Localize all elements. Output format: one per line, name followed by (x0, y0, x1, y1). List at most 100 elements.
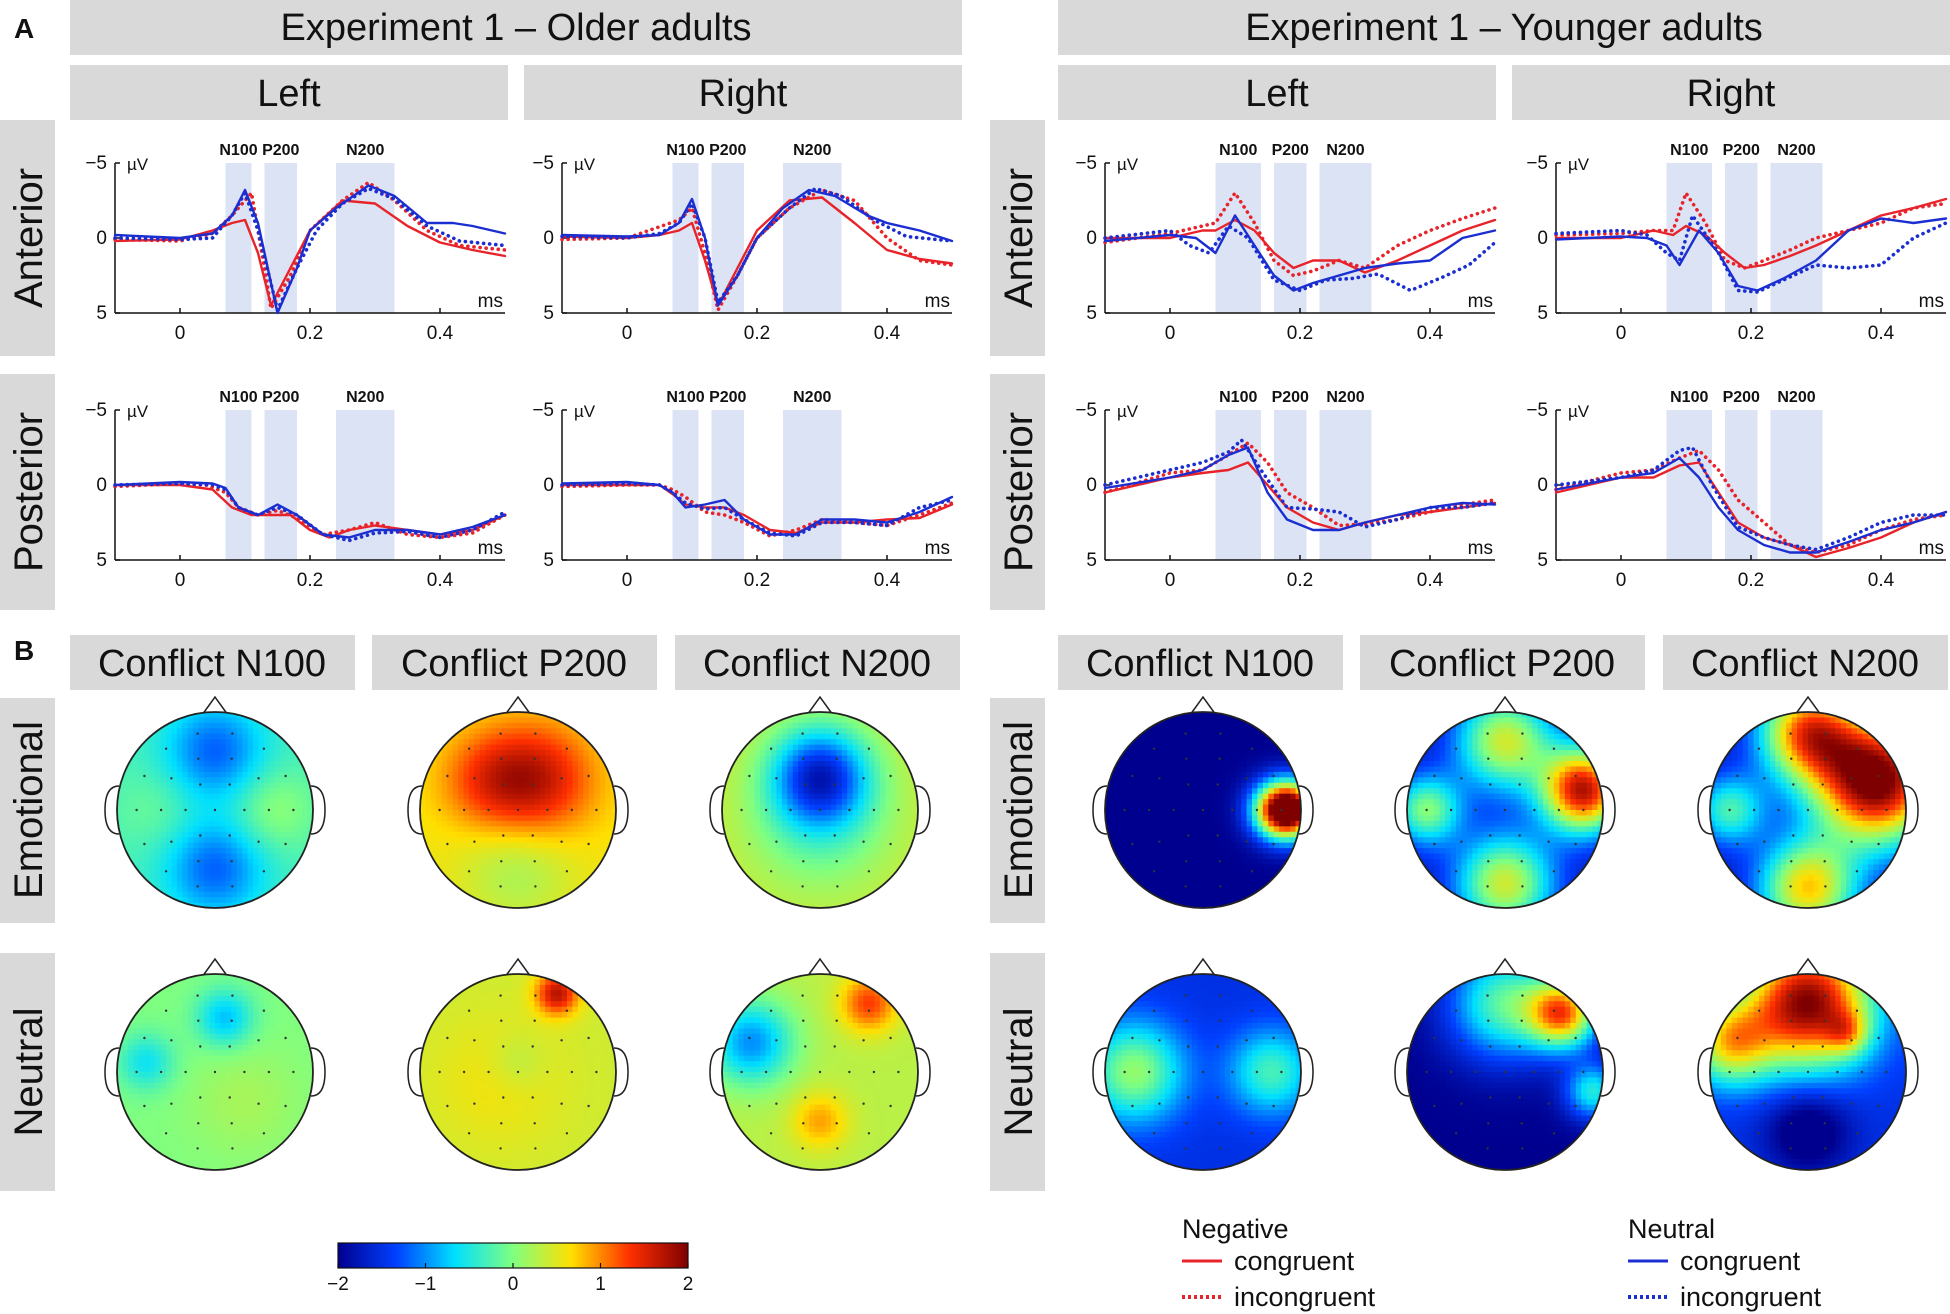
topomap-cell (430, 761, 437, 768)
topomap-cell (127, 1104, 134, 1111)
topomap-cell (198, 886, 205, 893)
topomap-cell (452, 793, 459, 800)
topomap-cell (879, 848, 886, 855)
topomap-cell (765, 902, 772, 908)
topomap-cell (441, 782, 448, 789)
conflict-title-older-p200: Conflict P200 (401, 643, 627, 685)
topomap-cell (220, 1110, 227, 1117)
topomap-cell (225, 979, 232, 986)
panel-label-b: B (14, 635, 34, 666)
topomap-cell (836, 810, 843, 817)
topomap-cell (863, 831, 870, 838)
topomap-cell (841, 761, 848, 768)
electrode-dot (889, 774, 892, 778)
topomap-cell (523, 848, 530, 855)
topomap-cell (144, 897, 151, 904)
topomap-cell (820, 815, 827, 822)
topomap-cell (187, 853, 194, 860)
topomap-cell (534, 891, 541, 898)
topomap-cell (885, 837, 892, 844)
topomap-cell (247, 744, 254, 751)
topomap-cell (138, 1061, 145, 1068)
topomap-cell (577, 831, 584, 838)
topomap-cell (264, 728, 271, 735)
x-unit-label: ms (1919, 538, 1944, 559)
ear-left (104, 785, 120, 835)
topomap-cell (458, 864, 465, 871)
topomap-cell (912, 891, 918, 898)
topomap-cell (149, 1033, 156, 1040)
topomap-cell (896, 842, 903, 849)
topomap-cell (425, 820, 432, 827)
topomap-cell (787, 804, 794, 811)
topomap-cell (798, 880, 805, 887)
topomap-cell (291, 755, 298, 762)
topomap-cell (583, 886, 590, 893)
topomap-cell (198, 826, 205, 833)
topomap-cell (215, 1099, 222, 1106)
topomap-cell (732, 799, 739, 806)
topomap-cell (133, 1137, 140, 1144)
topomap-cell (307, 733, 313, 740)
topomap-cell (247, 782, 254, 789)
topomap-cell (236, 875, 243, 882)
topomap-cell (253, 864, 260, 871)
erp-line-negative-congruent (113, 199, 507, 307)
topomap-cell (231, 820, 238, 827)
topomap-cell (907, 793, 914, 800)
topomap-cell (469, 880, 476, 887)
topomap-cell (166, 1039, 173, 1046)
topomap-cell (204, 869, 211, 876)
topomap-cell (841, 739, 848, 746)
topomap-cell (594, 815, 601, 822)
topomap-cell (912, 864, 918, 871)
topomap-cell (550, 766, 557, 773)
topomap-cell (264, 793, 271, 800)
topomap-cell (792, 848, 799, 855)
topomap-cell (430, 728, 437, 735)
topomap-cell (242, 804, 249, 811)
topomap-cell (127, 1050, 134, 1057)
topomap-cell (469, 782, 476, 789)
topomap-cell (754, 848, 761, 855)
topomap-cell (220, 897, 227, 904)
topomap-cell (485, 771, 492, 778)
topomap-cell (117, 979, 124, 986)
topomap-cell (787, 880, 794, 887)
topomap-cell (787, 891, 794, 898)
electrode-dot (199, 834, 202, 837)
topomap-cell (198, 831, 205, 838)
topomap-cell (155, 853, 162, 860)
topomap-cell (490, 810, 497, 817)
topomap-cell (512, 750, 519, 757)
topomap-cell (588, 799, 595, 806)
topomap-cell (771, 722, 778, 729)
topomap-cell (561, 782, 568, 789)
topomap-cell (771, 766, 778, 773)
topomap-cell (743, 744, 750, 751)
topomap-cell (258, 842, 265, 849)
topomap-cell (820, 886, 827, 893)
topomap-cell (836, 831, 843, 838)
topomap-cell (204, 886, 211, 893)
topomap-cell (463, 744, 470, 751)
topomap-cell (567, 826, 574, 833)
topomap-cell (133, 891, 140, 898)
topomap-cell (507, 880, 514, 887)
topomap-cell (209, 1039, 216, 1046)
topomap-cell (144, 1001, 151, 1008)
topomap-cell (765, 717, 772, 724)
topomap-cell (577, 853, 584, 860)
topomap-cell (127, 864, 134, 871)
topomap-cell (291, 728, 298, 735)
topomap-cell (285, 869, 292, 876)
topomap-cell (198, 1050, 205, 1057)
topomap-cell (765, 810, 772, 817)
topomap-cell (127, 974, 134, 981)
topomap-cell (155, 979, 162, 986)
topomap-cell (302, 782, 309, 789)
topomap-cell (198, 744, 205, 751)
topomap-cell (863, 859, 870, 866)
topomap-cell (122, 1088, 129, 1095)
topomap-cell (307, 755, 313, 762)
